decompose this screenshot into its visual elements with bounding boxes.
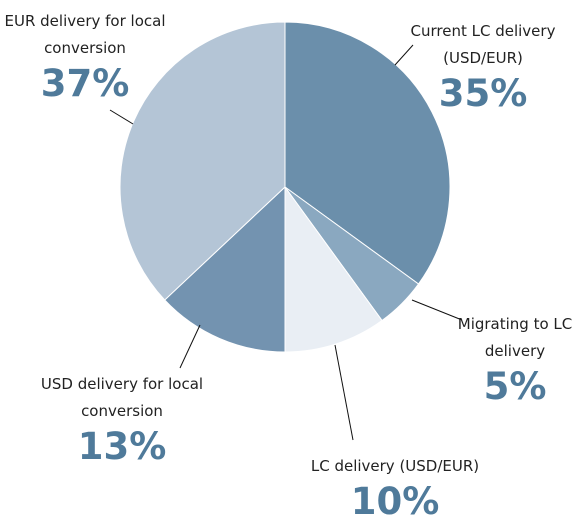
value-label: 10%: [350, 480, 440, 523]
category-label: LC delivery (USD/EUR): [310, 457, 480, 475]
pie-slice: [164, 185, 286, 353]
slice-label: Current LC delivery (USD/EUR) 35%: [398, 18, 568, 114]
pie: [119, 21, 451, 353]
leader-line: [411, 299, 463, 321]
pie-slice: [284, 185, 383, 353]
slice-label: Migrating to LC delivery 5%: [455, 311, 575, 407]
value-label: 5%: [483, 365, 547, 408]
leader-line: [179, 324, 201, 369]
value-label: 13%: [77, 425, 167, 468]
value-label: 37%: [40, 62, 130, 105]
pie-slice: [119, 21, 286, 301]
slice-label: EUR delivery for local conversion 37%: [2, 8, 168, 104]
slice-label: USD delivery for local conversion 13%: [37, 371, 207, 467]
leader-line: [334, 344, 354, 441]
pie-slice: [284, 21, 451, 285]
leader-line: [109, 109, 134, 125]
category-label: EUR delivery for local conversion: [4, 12, 166, 57]
leader-line: [394, 44, 414, 66]
category-label: USD delivery for local conversion: [40, 375, 204, 420]
chart: [109, 21, 463, 441]
page: {"chart_data": {"type": "pie", "categori…: [2, 8, 575, 522]
value-label: 35%: [438, 72, 528, 115]
category-label: Current LC delivery (USD/EUR): [410, 22, 556, 67]
category-label: Migrating to LC delivery: [457, 315, 573, 360]
